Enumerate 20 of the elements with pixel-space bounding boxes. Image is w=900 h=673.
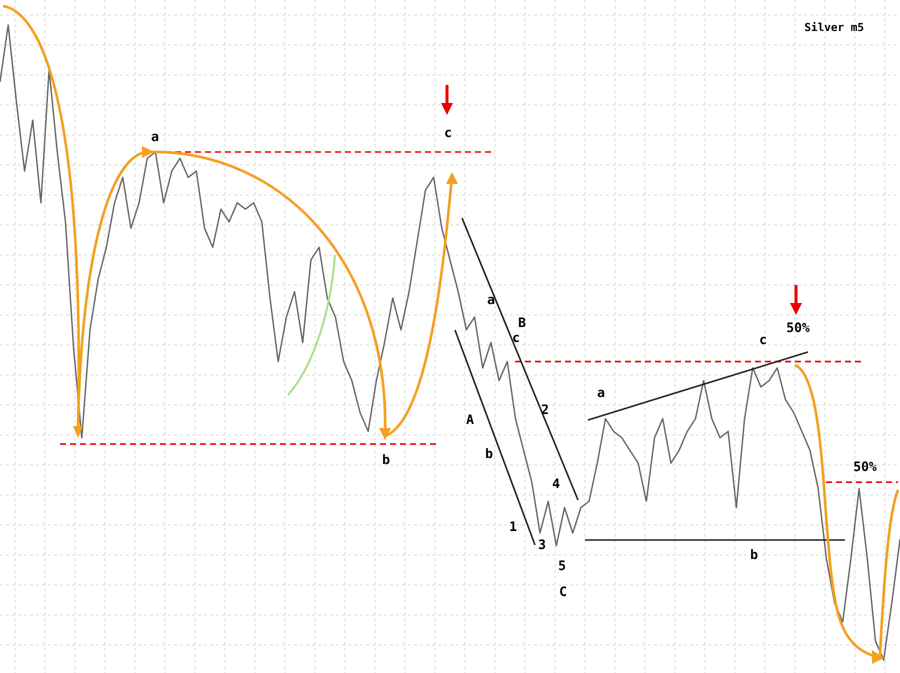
annotation: 5: [558, 559, 566, 574]
annotation: 2: [541, 403, 549, 418]
annotation: b: [485, 447, 494, 462]
annotation: 50%: [853, 460, 877, 475]
annotation: 3: [538, 538, 546, 553]
annotation: a: [597, 386, 606, 401]
chart-title: Silver m5: [804, 21, 864, 34]
annotation: 1: [509, 520, 518, 535]
annotation: b: [382, 453, 390, 468]
annotation: B: [518, 316, 526, 331]
annotation: a: [151, 130, 160, 145]
annotation: C: [559, 585, 567, 600]
annotation: 4: [552, 477, 560, 492]
annotation: b: [750, 548, 758, 563]
annotation: c: [444, 126, 452, 141]
annotation: a: [487, 293, 496, 308]
annotation: A: [466, 413, 474, 428]
annotation: 50%: [786, 321, 810, 336]
annotation: c: [512, 331, 520, 346]
annotation: c: [759, 333, 767, 348]
